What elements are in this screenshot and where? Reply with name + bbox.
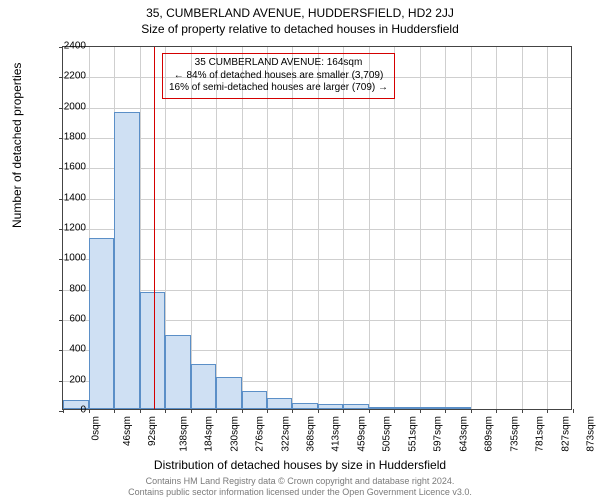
gridline-v xyxy=(216,47,217,409)
histogram-bar xyxy=(420,407,446,409)
xtick-label: 873sqm xyxy=(586,416,597,452)
xtick-label: 689sqm xyxy=(484,416,495,452)
histogram-bar xyxy=(394,407,420,409)
xtick-label: 92sqm xyxy=(147,416,158,446)
y-axis-label: Number of detached properties xyxy=(10,63,24,228)
xtick-mark xyxy=(369,409,370,413)
xtick-mark xyxy=(114,409,115,413)
gridline-v xyxy=(292,47,293,409)
xtick-mark xyxy=(242,409,243,413)
ytick-label: 400 xyxy=(46,344,86,355)
xtick-label: 643sqm xyxy=(458,416,469,452)
reference-line xyxy=(154,47,155,409)
xtick-mark xyxy=(496,409,497,413)
gridline-v xyxy=(369,47,370,409)
histogram-bar xyxy=(140,292,166,409)
histogram-bar xyxy=(267,398,292,409)
xtick-mark xyxy=(420,409,421,413)
xtick-label: 46sqm xyxy=(122,416,133,446)
ytick-label: 800 xyxy=(46,283,86,294)
gridline-v xyxy=(547,47,548,409)
annotation-box: 35 CUMBERLAND AVENUE: 164sqm← 84% of det… xyxy=(162,53,395,99)
annotation-line-3: 16% of semi-detached houses are larger (… xyxy=(169,82,388,95)
ytick-label: 600 xyxy=(46,314,86,325)
xtick-label: 505sqm xyxy=(382,416,393,452)
histogram-bar xyxy=(445,407,471,409)
xtick-mark xyxy=(394,409,395,413)
histogram-bar xyxy=(242,391,268,409)
xtick-mark xyxy=(216,409,217,413)
xtick-label: 368sqm xyxy=(306,416,317,452)
footer-attribution: Contains HM Land Registry data © Crown c… xyxy=(0,476,600,499)
chart-area: 35 CUMBERLAND AVENUE: 164sqm← 84% of det… xyxy=(62,46,572,410)
ytick-label: 1000 xyxy=(46,253,86,264)
gridline-v xyxy=(191,47,192,409)
ytick-label: 2200 xyxy=(46,71,86,82)
ytick-label: 200 xyxy=(46,374,86,385)
xtick-mark xyxy=(445,409,446,413)
xtick-mark xyxy=(573,409,574,413)
xtick-mark xyxy=(522,409,523,413)
xtick-label: 597sqm xyxy=(433,416,444,452)
histogram-bar xyxy=(369,407,395,409)
page-title: 35, CUMBERLAND AVENUE, HUDDERSFIELD, HD2… xyxy=(0,0,600,20)
xtick-label: 827sqm xyxy=(561,416,572,452)
xtick-label: 551sqm xyxy=(407,416,418,452)
xtick-label: 322sqm xyxy=(280,416,291,452)
gridline-v xyxy=(496,47,497,409)
footer-line-1: Contains HM Land Registry data © Crown c… xyxy=(0,476,600,487)
histogram-bar xyxy=(89,238,115,409)
histogram-bar xyxy=(343,404,369,409)
xtick-label: 276sqm xyxy=(255,416,266,452)
histogram-bar xyxy=(292,403,318,409)
page-subtitle: Size of property relative to detached ho… xyxy=(0,20,600,36)
xtick-mark xyxy=(471,409,472,413)
gridline-v xyxy=(242,47,243,409)
xtick-label: 413sqm xyxy=(331,416,342,452)
histogram-bar xyxy=(191,364,217,410)
xtick-mark xyxy=(191,409,192,413)
xtick-mark xyxy=(292,409,293,413)
histogram-bar xyxy=(318,404,344,409)
gridline-v xyxy=(445,47,446,409)
xtick-mark xyxy=(140,409,141,413)
ytick-label: 2000 xyxy=(46,101,86,112)
gridline-v xyxy=(318,47,319,409)
ytick-label: 1200 xyxy=(46,223,86,234)
histogram-bar xyxy=(216,377,242,409)
annotation-line-1: 35 CUMBERLAND AVENUE: 164sqm xyxy=(169,57,388,70)
xtick-mark xyxy=(547,409,548,413)
ytick-label: 1400 xyxy=(46,192,86,203)
gridline-v xyxy=(394,47,395,409)
xtick-mark xyxy=(343,409,344,413)
gridline-v xyxy=(267,47,268,409)
gridline-v xyxy=(471,47,472,409)
ytick-label: 0 xyxy=(46,405,86,416)
ytick-label: 1600 xyxy=(46,162,86,173)
gridline-v xyxy=(522,47,523,409)
ytick-label: 1800 xyxy=(46,132,86,143)
histogram-bar xyxy=(114,112,140,409)
gridline-v xyxy=(343,47,344,409)
annotation-line-2: ← 84% of detached houses are smaller (3,… xyxy=(169,70,388,83)
xtick-label: 735sqm xyxy=(509,416,520,452)
x-axis-label: Distribution of detached houses by size … xyxy=(0,458,600,472)
plot-area: 35 CUMBERLAND AVENUE: 164sqm← 84% of det… xyxy=(62,46,572,410)
gridline-v xyxy=(420,47,421,409)
footer-line-2: Contains public sector information licen… xyxy=(0,487,600,498)
xtick-label: 230sqm xyxy=(229,416,240,452)
xtick-label: 138sqm xyxy=(178,416,189,452)
xtick-label: 459sqm xyxy=(356,416,367,452)
xtick-mark xyxy=(318,409,319,413)
xtick-label: 781sqm xyxy=(535,416,546,452)
ytick-label: 2400 xyxy=(46,41,86,52)
xtick-label: 0sqm xyxy=(90,416,101,440)
xtick-label: 184sqm xyxy=(204,416,215,452)
histogram-bar xyxy=(165,335,191,409)
xtick-mark xyxy=(267,409,268,413)
xtick-mark xyxy=(89,409,90,413)
xtick-mark xyxy=(165,409,166,413)
